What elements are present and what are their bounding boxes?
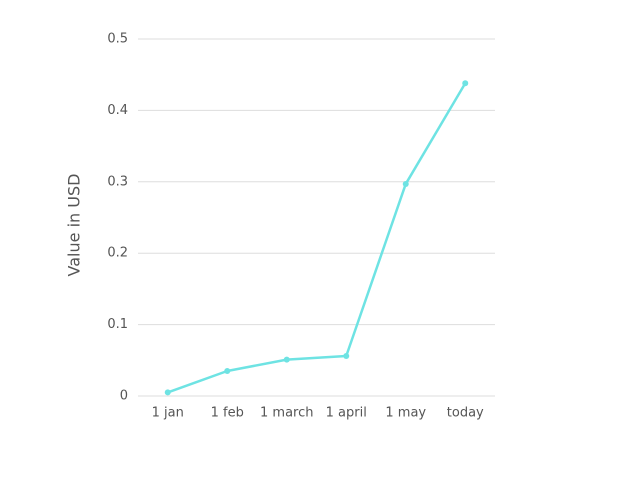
x-tick-label: 1 april [326, 406, 367, 421]
point [224, 368, 231, 375]
x-tick-label: today [447, 406, 484, 421]
y-axis-label: Value in USD [65, 174, 84, 277]
x-tick-label: 1 march [260, 406, 313, 421]
y-tick-label: 0.3 [107, 174, 128, 189]
line [167, 82, 467, 394]
point [343, 353, 350, 360]
point [164, 389, 171, 396]
y-tick-label: 0.4 [107, 103, 128, 118]
x-tick-label: 1 may [385, 406, 426, 421]
point [462, 80, 469, 87]
point [283, 356, 290, 363]
y-tick-label: 0.1 [107, 317, 128, 332]
x-tick-label: 1 jan [152, 406, 184, 421]
y-tick-label: 0 [120, 389, 128, 404]
y-tick-label: 0.2 [107, 246, 128, 261]
point [402, 180, 409, 187]
x-tick-label: 1 feb [211, 406, 244, 421]
y-tick-label: 0.5 [107, 32, 128, 47]
